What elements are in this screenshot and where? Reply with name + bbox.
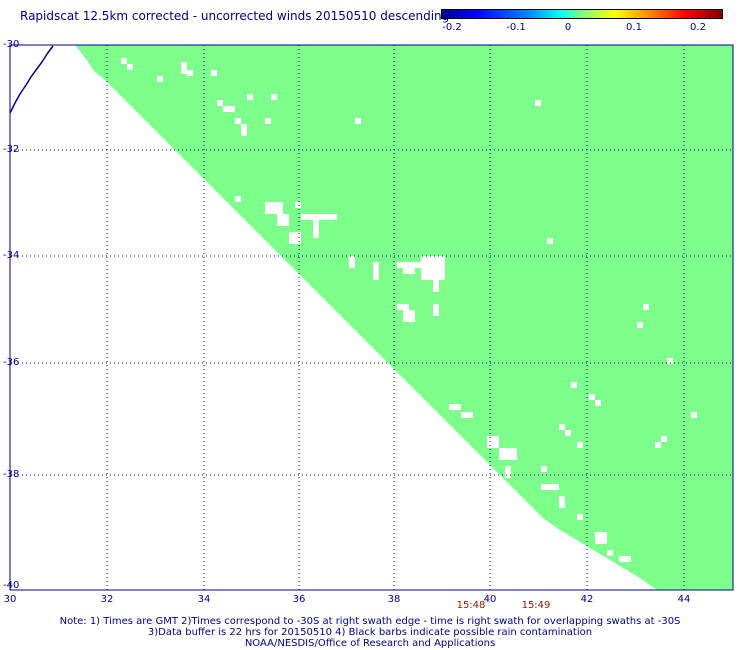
lat-tick-label: -36	[3, 357, 20, 368]
colorbar-label: 0	[564, 22, 572, 33]
map-title: Rapidscat 12.5km corrected - uncorrected…	[20, 9, 450, 23]
lon-tick-label: 36	[292, 594, 306, 605]
footer-credit: NOAA/NESDIS/Office of Research and Appli…	[244, 638, 496, 649]
lat-tick-label: -40	[3, 580, 20, 591]
colorbar-label: 0.2	[690, 22, 706, 33]
coastline	[9, 45, 54, 114]
footer-note-line-1: Note: 1) Times are GMT 2)Times correspon…	[59, 616, 681, 627]
colorbar	[441, 9, 723, 19]
data-gaps	[121, 58, 697, 562]
lon-tick-label: 44	[677, 594, 691, 605]
lon-tick-label: 40	[483, 594, 497, 605]
lon-tick-label: 42	[580, 594, 594, 605]
swath-area	[70, 45, 733, 590]
lon-tick-label: 38	[387, 594, 401, 605]
lon-tick-label: 34	[197, 594, 211, 605]
colorbar-label: -0.1	[506, 22, 526, 33]
lon-tick-label: 32	[100, 594, 114, 605]
lat-tick-label: -30	[3, 39, 20, 50]
colorbar-label: 0.1	[626, 22, 642, 33]
swath-time-label: 15:49	[521, 600, 551, 611]
footer-note-line-2: 3)Data buffer is 22 hrs for 20150510 4) …	[147, 627, 593, 638]
swath-time-label: 15:48	[456, 600, 486, 611]
map-frame	[9, 44, 734, 591]
lat-tick-label: -34	[3, 250, 20, 261]
swath-inner-edge	[10, 45, 615, 590]
colorbar-label: -0.2	[442, 22, 462, 33]
lat-tick-label: -38	[3, 469, 20, 480]
lat-tick-label: -32	[3, 144, 20, 155]
graticule	[10, 45, 733, 590]
lon-tick-label: 30	[3, 594, 17, 605]
